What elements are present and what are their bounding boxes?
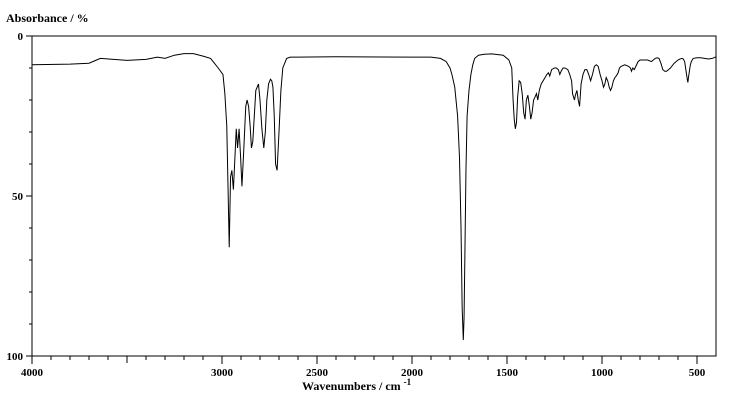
y-tick-labels: 0 50 100	[7, 31, 24, 363]
x-tick-labels: 4000 3000 2500 2000 1500 1000 500	[21, 367, 706, 379]
x-axis-label-superscript: -1	[404, 377, 412, 387]
y-tick-label: 0	[18, 31, 24, 43]
x-axis-label: Wavenumbers / cm -1	[302, 377, 412, 393]
y-axis-label: Absorbance / %	[6, 11, 89, 25]
y-tick-label: 50	[12, 191, 24, 203]
x-axis-label-text: Wavenumbers / cm	[302, 379, 401, 393]
x-tick-label: 500	[689, 367, 706, 379]
series-line	[31, 53, 717, 341]
plot-frame	[31, 35, 717, 357]
x-tick-label: 2500	[306, 367, 329, 379]
y-tick-label: 100	[7, 351, 24, 363]
chart-axes	[26, 35, 717, 364]
x-tick-label: 3000	[211, 367, 234, 379]
x-tick-label: 1000	[591, 367, 614, 379]
x-tick-label: 2000	[401, 367, 424, 379]
x-tick-label: 1500	[496, 367, 519, 379]
x-tick-label: 4000	[21, 367, 44, 379]
